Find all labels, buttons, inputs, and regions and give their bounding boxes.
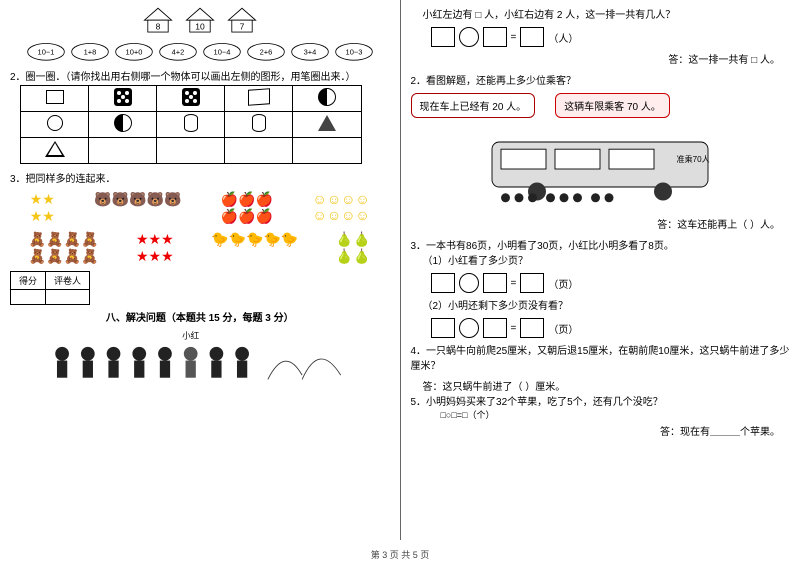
blank-circle[interactable] [459, 27, 479, 47]
question-2-text: 2．圈一圈．（请你找出用右侧哪一个物体可以画出左侧的图形，用笔圈出来．） [10, 68, 390, 83]
dice-icon [114, 88, 132, 106]
bus-image: 准乘70人 [460, 124, 740, 214]
unit-label: （人） [548, 30, 578, 45]
section-8-title: 八、解决问题（本题共 15 分，每题 3 分） [10, 309, 390, 324]
house-icon: 7 [225, 6, 259, 36]
svg-text:10: 10 [195, 22, 205, 32]
svg-text:7: 7 [239, 22, 244, 32]
redstars-group-icon: ★★★★★★ [136, 231, 174, 265]
svg-text:2+6: 2+6 [259, 47, 272, 56]
q3-sub2: （2）小明还剩下多少页没有看？ [423, 297, 791, 312]
q1-answer: 答：这一排一共有 □ 人。 [411, 51, 781, 66]
match-row-2: 🧸🧸🧸🧸🧸🧸🧸🧸 ★★★★★★ 🐤🐤🐤🐤🐤 🍐🍐🍐🍐 [10, 231, 390, 265]
svg-text:1+8: 1+8 [83, 47, 96, 56]
q3-eq2: = （页） [431, 318, 791, 338]
left-column: 8 10 7 10−1 1+8 10+0 4+2 10−4 2+6 3+4 10… [0, 0, 401, 540]
q2-text: 2．看图解题，还能再上多少位乘客？ [411, 72, 791, 87]
can-icon [252, 114, 266, 132]
blank-box[interactable] [520, 273, 544, 293]
cylinder-icon [184, 114, 198, 132]
blank-box[interactable] [431, 318, 455, 338]
score-header: 得分 [11, 272, 46, 290]
table-row [21, 112, 362, 138]
svg-text:3+4: 3+4 [303, 47, 316, 56]
svg-text:准乘70人: 准乘70人 [677, 154, 710, 164]
pears-group-icon: 🍐🍐🍐🍐 [336, 231, 371, 265]
bears-group-icon: 🐻🐻🐻🐻🐻 [94, 191, 181, 225]
bus-bubble-row: 现在车上已经有 20 人。 这辆车限乘客 70 人。 [411, 93, 791, 118]
unit-label: （页） [548, 321, 578, 336]
dice-icon [182, 88, 200, 106]
cloud-icon: 10−1 [26, 40, 66, 62]
equals-sign: = [511, 278, 517, 289]
grader-header: 评卷人 [46, 272, 90, 290]
page: 8 10 7 10−1 1+8 10+0 4+2 10−4 2+6 3+4 10… [0, 0, 800, 540]
cloud-icon: 4+2 [158, 40, 198, 62]
q1-equation: = （人） [431, 27, 791, 47]
shape-match-table [20, 85, 362, 164]
blank-box[interactable] [520, 318, 544, 338]
svg-text:小红: 小红 [183, 329, 201, 340]
houses-row: 8 10 7 [10, 6, 390, 36]
score-table: 得分 评卷人 [10, 271, 90, 305]
cloud-icon: 10+0 [114, 40, 154, 62]
blank-box[interactable] [431, 27, 455, 47]
cloud-icon: 1+8 [70, 40, 110, 62]
cloud-icon: 3+4 [290, 40, 330, 62]
svg-text:4+2: 4+2 [171, 47, 184, 56]
house-icon: 10 [183, 6, 217, 36]
blank-box[interactable] [483, 318, 507, 338]
q1-line1: 小红左边有 □ 人，小红右边有 2 人，这一排一共有几人？ [423, 6, 791, 21]
blank-box[interactable] [431, 273, 455, 293]
kids-lineup-image: 小红 [19, 328, 380, 388]
cloud-icon: 2+6 [246, 40, 286, 62]
blank-box[interactable] [520, 27, 544, 47]
page-footer: 第 3 页 共 5 页 [0, 548, 800, 561]
table-row [21, 138, 362, 164]
q5-answer: 答：现在有＿＿＿个苹果。 [411, 423, 781, 438]
sphere-icon [114, 114, 132, 132]
q5-text: 5．小明妈妈买来了32个苹果，吃了5个，还有几个没吃？ [411, 393, 791, 408]
table-row [21, 86, 362, 112]
svg-text:10−4: 10−4 [213, 47, 230, 56]
match-row-1: ★★★★ 🐻🐻🐻🐻🐻 🍎🍎🍎🍎🍎🍎 ☺☺☺☺☺☺☺☺ [10, 191, 390, 225]
q3-sub1: （1）小红看了多少页？ [423, 252, 791, 267]
sphere-icon [318, 88, 336, 106]
q4-text: 4．一只蜗牛向前爬25厘米，又朝后退15厘米，在朝前爬10厘米，这只蜗牛前进了多… [411, 342, 791, 372]
circle-icon [47, 115, 63, 131]
clouds-group: 10−1 1+8 10+0 4+2 10−4 2+6 3+4 10−3 [10, 40, 390, 62]
unit-label: （页） [548, 276, 578, 291]
svg-text:10−1: 10−1 [37, 47, 54, 56]
triangle-icon [45, 141, 65, 157]
blank-circle[interactable] [459, 273, 479, 293]
svg-text:10−3: 10−3 [345, 47, 362, 56]
cloud-icon: 10−4 [202, 40, 242, 62]
q4-answer: 答：这只蜗牛前进了（ ）厘米。 [423, 378, 791, 393]
box3d-icon [248, 88, 270, 106]
equals-sign: = [511, 323, 517, 334]
apples-group-icon: 🍎🍎🍎🍎🍎🍎 [221, 191, 273, 225]
q3-text: 3．一本书有86页，小明看了30页，小红比小明多看了8页。 [411, 237, 791, 252]
speech-bubble-right: 这辆车限乘客 70 人。 [555, 93, 670, 118]
blank-box[interactable] [483, 27, 507, 47]
cloud-icon: 10−3 [334, 40, 374, 62]
stars-group-icon: ★★★★ [30, 191, 55, 225]
blank-circle[interactable] [459, 318, 479, 338]
teddy-group-icon: 🧸🧸🧸🧸🧸🧸🧸🧸 [29, 231, 99, 265]
speech-bubble-left: 现在车上已经有 20 人。 [411, 93, 536, 118]
q5-equation: □○□=□（个） [441, 408, 791, 421]
smiles-group-icon: ☺☺☺☺☺☺☺☺ [313, 191, 370, 225]
blank-box[interactable] [483, 273, 507, 293]
q3-eq1: = （页） [431, 273, 791, 293]
question-3-text: 3．把同样多的连起来． [10, 170, 390, 185]
right-column: 小红左边有 □ 人，小红右边有 2 人，这一排一共有几人？ = （人） 答：这一… [401, 0, 800, 540]
q2-answer: 答：这车还能再上（ ）人。 [411, 216, 781, 231]
cone-icon [318, 115, 336, 131]
equals-sign: = [511, 32, 517, 43]
svg-text:8: 8 [155, 22, 160, 32]
rectangle-icon [46, 90, 64, 104]
svg-text:10+0: 10+0 [125, 47, 142, 56]
house-icon: 8 [141, 6, 175, 36]
ducks-group-icon: 🐤🐤🐤🐤🐤 [211, 231, 298, 265]
